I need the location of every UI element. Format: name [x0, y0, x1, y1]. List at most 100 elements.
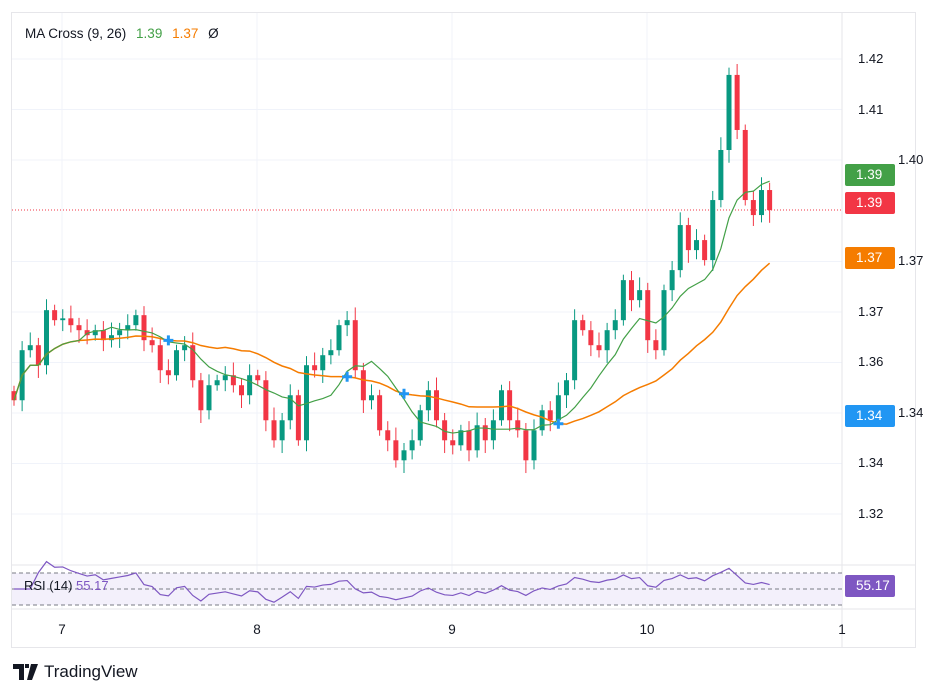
candle-body [458, 430, 464, 446]
brand-name: TradingView [44, 662, 138, 681]
y-tick-label: 1.41 [858, 101, 884, 117]
candle-body [230, 375, 236, 386]
candle-body [669, 270, 675, 291]
candle-body [165, 370, 171, 376]
candle-body [620, 280, 626, 321]
candle-body [710, 200, 716, 261]
candle-body [279, 420, 285, 441]
candle-body [198, 380, 204, 411]
candle-body [304, 365, 309, 441]
candle-body [100, 330, 106, 341]
x-tick-label: 10 [639, 622, 655, 637]
x-tick-label: 9 [448, 622, 456, 637]
candle-body [604, 330, 610, 351]
candle-body [564, 380, 569, 396]
ma-cross-marker [399, 388, 409, 399]
candle-body [653, 340, 659, 351]
y-tick-label: 1.36 [858, 354, 884, 370]
candle-body [76, 325, 82, 331]
y-tick-label: 1.40 [898, 152, 924, 167]
candle-body [523, 430, 529, 461]
candle-body [580, 320, 586, 331]
candle-body [629, 280, 634, 301]
candle-body [336, 325, 342, 351]
candle-body [734, 74, 740, 130]
candle-body [588, 330, 594, 346]
candle-body [377, 395, 383, 431]
candle-body [726, 74, 732, 150]
candle-body [645, 290, 651, 341]
candle-body [206, 385, 212, 411]
candle-body [312, 365, 318, 371]
candle-body [637, 290, 643, 301]
x-tick-label: 1 [838, 622, 846, 637]
candle-body [702, 240, 708, 261]
rsi-tag: 55.17 [845, 575, 895, 597]
candle-body [531, 430, 537, 461]
candle-body [11, 391, 17, 401]
price-tag: 1.34 [845, 404, 895, 427]
candle-body [149, 340, 155, 346]
ma-slow-value: 1.37 [172, 26, 199, 41]
candle-body [182, 345, 188, 351]
candle-body [466, 430, 472, 451]
candle-body [515, 420, 521, 431]
price-tag: 1.39 [845, 191, 895, 214]
ma-extra: Ø [208, 26, 219, 41]
candle-body [109, 335, 114, 341]
candle-body [320, 355, 326, 371]
ma-fast-value: 1.39 [136, 26, 163, 41]
candle-body [247, 375, 253, 396]
candle-body [385, 430, 391, 441]
candle-body [369, 395, 374, 401]
ma-cross-marker [163, 335, 174, 346]
candle-body [44, 310, 49, 366]
candle-body [352, 320, 358, 371]
candle-body [694, 240, 699, 251]
candle-body [141, 315, 147, 341]
candle-body [52, 310, 58, 321]
ma-fast-line [13, 180, 770, 434]
y-tick-label: 1.34 [858, 455, 884, 471]
candle-body [596, 345, 602, 351]
y-tick-label: 1.37 [898, 253, 924, 269]
ma-name: MA Cross (9, 26) [25, 26, 127, 41]
candle-body [401, 450, 407, 461]
candle-body [742, 129, 748, 201]
candle-body [393, 440, 399, 461]
tv-logo-icon [13, 664, 38, 680]
ma-slow-line [13, 262, 771, 425]
candle-body [417, 410, 423, 441]
candle-body [68, 318, 74, 326]
candle-body [661, 290, 667, 351]
candle-body [685, 225, 691, 251]
y-tick-label: 1.34 [898, 404, 924, 420]
candle-body [425, 390, 431, 411]
x-tick-label: 8 [253, 622, 261, 637]
y-tick-label: 1.42 [858, 51, 884, 66]
price-tag: 1.37 [845, 247, 895, 270]
rsi-legend: RSI (14) 55.17 [24, 578, 109, 593]
tradingview-logo[interactable]: TradingView [13, 662, 138, 682]
candle-body [35, 345, 41, 366]
candle-body [287, 395, 293, 421]
candle-body [442, 420, 448, 441]
ma-legend: MA Cross (9, 26) 1.39 1.37 Ø [25, 26, 225, 41]
ma-cross-marker [553, 418, 564, 429]
candle-body [174, 350, 179, 376]
candle-body [409, 440, 415, 451]
candle-body [434, 390, 439, 421]
candle-body [718, 150, 724, 201]
candle-body [214, 380, 220, 386]
candle-body [133, 315, 139, 326]
candle-body [474, 425, 480, 451]
candle-body [117, 330, 123, 336]
candle-body [759, 190, 764, 216]
candle-body [767, 190, 773, 211]
candle-body [239, 385, 244, 396]
candle-body [60, 318, 66, 321]
candle-body [490, 420, 496, 441]
candle-body [482, 425, 488, 441]
